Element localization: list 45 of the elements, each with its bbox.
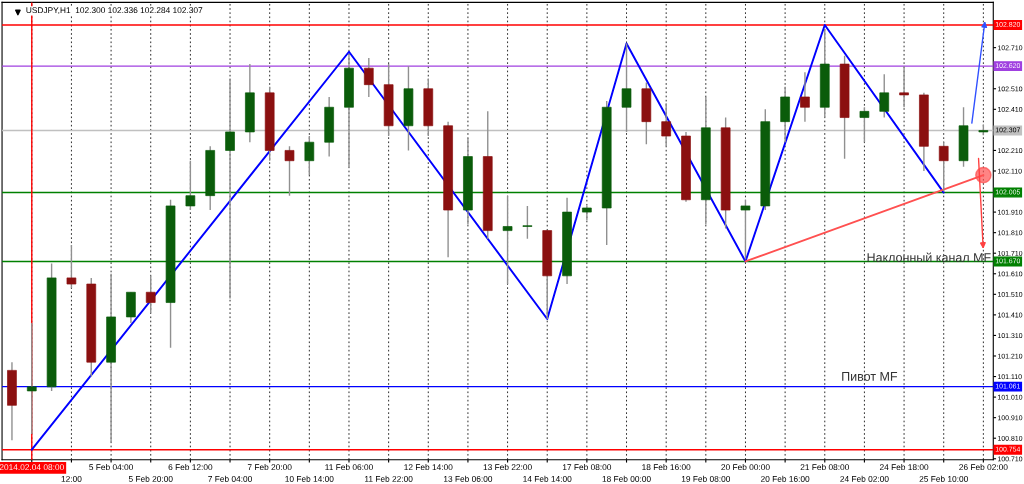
x-tick-label: 18 Feb 00:00: [602, 475, 651, 482]
candlestick: [363, 57, 374, 98]
candlestick: [185, 160, 196, 211]
candlestick: [740, 199, 751, 261]
annotation: Пивот MF: [842, 372, 898, 381]
x-tick-label: 24 Feb 02:00: [840, 475, 889, 482]
candlestick: [304, 135, 315, 176]
candlestick: [26, 322, 37, 435]
x-tick-label: 5 Feb 04:00: [89, 463, 133, 471]
x-tick-label: 14 Feb 14:00: [523, 475, 572, 482]
x-tick-label: 18 Feb 16:00: [642, 463, 691, 471]
candlestick: [522, 205, 533, 240]
x-tick-label: 26 Feb 02:00: [959, 463, 1008, 471]
candlestick: [502, 194, 513, 285]
x-tick-label: 20 Feb 00:00: [721, 463, 770, 471]
x-tick-label: 12:00: [61, 475, 82, 482]
x-tick-label: 6 Feb 12:00: [168, 463, 213, 471]
x-tick-label: 13 Feb 06:00: [444, 475, 493, 482]
x-tick-label: 11 Feb 06:00: [325, 463, 373, 471]
candlestick: [938, 141, 949, 193]
candlestick: [284, 145, 295, 197]
x-tick-label: 2014.02.04 08:00: [0, 464, 64, 471]
candlestick: [145, 275, 156, 314]
candlestick: [879, 73, 890, 119]
candlestick: [800, 71, 810, 123]
candlestick: [859, 106, 870, 143]
x-tick-label: 25 Feb 10:00: [919, 475, 968, 482]
x-tick-label: 24 Feb 18:00: [879, 463, 929, 471]
x-tick-label: 12 Feb 14:00: [404, 463, 453, 471]
x-tick-label: 10 Feb 14:00: [285, 475, 334, 482]
x-tick-label: 11 Feb 22:00: [365, 475, 413, 482]
x-tick-label: 13 Feb 22:00: [483, 463, 532, 471]
candlestick: [621, 42, 632, 133]
candlestick: [899, 65, 909, 108]
x-tick-label: 17 Feb 08:00: [562, 463, 612, 471]
chart-title: USDJPY,H1 102.300 102.336 102.284 102.307: [26, 7, 203, 15]
x-tick-label: 7 Feb 20:00: [247, 463, 292, 471]
candlestick: [661, 102, 671, 148]
candlestick: [66, 244, 77, 289]
x-tick-label: 5 Feb 20:00: [128, 475, 173, 482]
x-tick-label: 21 Feb 08:00: [800, 463, 849, 471]
x-tick-label: 19 Feb 08:00: [681, 475, 731, 482]
x-tick-label: 7 Feb 04:00: [208, 475, 252, 482]
x-tick-label: 20 Feb 16:00: [760, 475, 810, 482]
annotation: Наклонный канал MF: [867, 252, 991, 262]
